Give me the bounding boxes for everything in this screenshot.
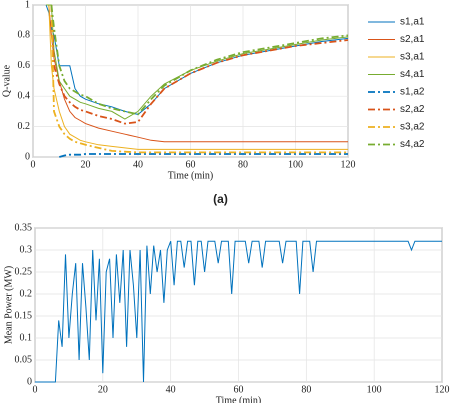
y-tick-label: 0.3 <box>20 244 33 255</box>
y-tick-label: 0.25 <box>15 266 33 277</box>
y-tick-label: 0 <box>25 151 30 162</box>
x-tick-label: 0 <box>31 159 36 170</box>
x-tick-label: 20 <box>81 159 91 170</box>
y-tick-label: 0.2 <box>18 121 31 132</box>
legend-label: s2,a1 <box>400 34 425 45</box>
caption: (a) <box>213 192 228 206</box>
x-tick-label: 100 <box>288 159 303 170</box>
legend-label: s2,a2 <box>400 104 425 115</box>
y-axis-label: Q-value <box>1 64 12 97</box>
x-axis-label: Time (min) <box>216 395 261 403</box>
y-tick-label: 0.35 <box>15 222 33 233</box>
series-line <box>59 153 348 158</box>
series-line <box>50 4 349 116</box>
legend-label: s4,a2 <box>400 139 425 150</box>
y-tick-label: 0 <box>27 376 32 387</box>
series-line <box>35 240 442 383</box>
x-tick-label: 40 <box>133 159 143 170</box>
x-tick-label: 20 <box>98 384 108 395</box>
x-tick-label: 120 <box>341 159 356 170</box>
series-line <box>46 4 349 120</box>
y-tick-label: 0.8 <box>18 30 31 41</box>
y-tick-label: 0.4 <box>18 90 31 101</box>
legend-label: s1,a2 <box>400 87 425 98</box>
x-tick-label: 120 <box>435 384 450 395</box>
y-tick-label: 0.15 <box>15 310 33 321</box>
x-axis-label: Time (min) <box>168 170 213 181</box>
y-tick-label: 1 <box>25 0 30 10</box>
x-tick-label: 40 <box>166 384 176 395</box>
x-tick-label: 60 <box>234 384 244 395</box>
legend-label: s3,a2 <box>400 122 425 133</box>
x-tick-label: 80 <box>238 159 248 170</box>
legend-label: s3,a1 <box>400 52 425 63</box>
legend-label: s1,a1 <box>400 17 425 28</box>
x-tick-label: 80 <box>301 384 311 395</box>
y-tick-label: 0.05 <box>15 354 33 365</box>
x-tick-label: 60 <box>186 159 196 170</box>
series-line <box>50 4 349 125</box>
series-line <box>50 4 348 154</box>
y-tick-label: 0.1 <box>20 332 33 343</box>
series-line <box>48 4 348 150</box>
x-tick-label: 0 <box>33 384 38 395</box>
y-tick-label: 0.6 <box>18 60 31 71</box>
legend-label: s4,a1 <box>400 69 425 80</box>
y-axis-label: Mean Power (MW) <box>3 266 14 344</box>
x-tick-label: 100 <box>367 384 382 395</box>
y-tick-label: 0.2 <box>20 288 33 299</box>
